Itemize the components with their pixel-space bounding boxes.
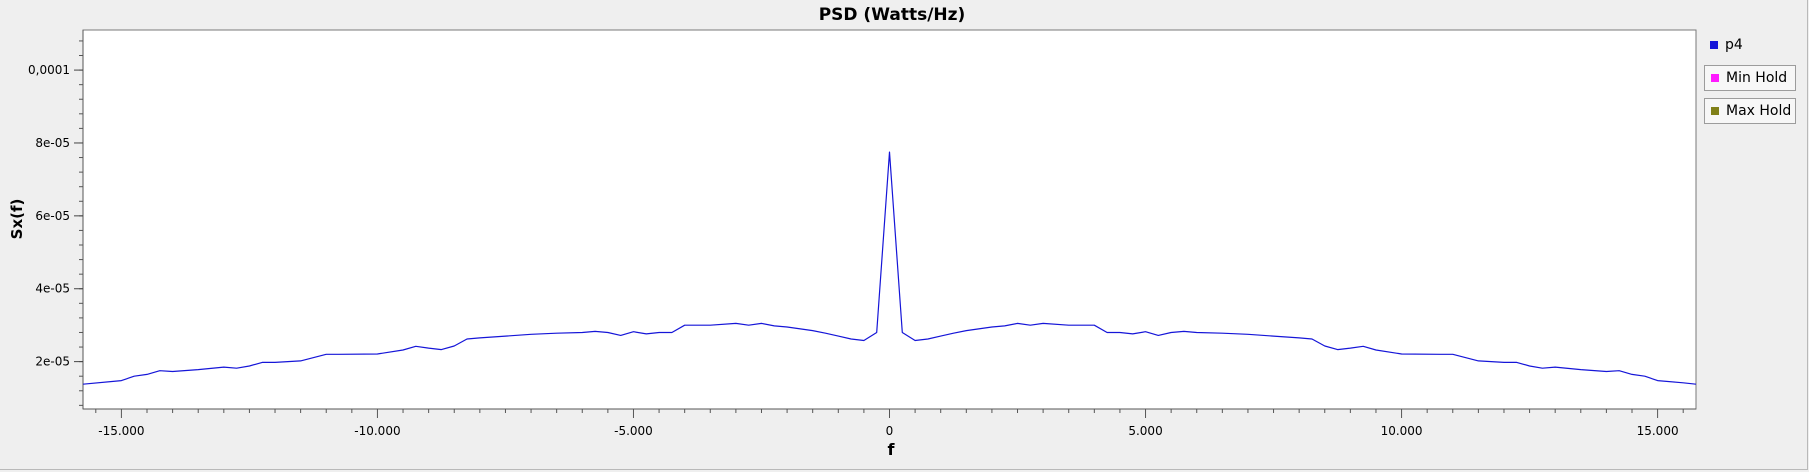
legend-item-max-hold[interactable]: Max Hold bbox=[1704, 98, 1796, 124]
x-tick-label: 15.000 bbox=[1637, 424, 1679, 438]
legend-item-min-hold[interactable]: Min Hold bbox=[1704, 65, 1796, 91]
plot-canvas[interactable] bbox=[82, 29, 1697, 410]
legend-item-p4[interactable]: p4 bbox=[1704, 32, 1796, 58]
legend-label: p4 bbox=[1725, 37, 1743, 53]
y-axis-label: Sx(f) bbox=[8, 199, 26, 240]
y-tick-label: 0,0001 bbox=[28, 63, 70, 77]
legend-label: Max Hold bbox=[1726, 103, 1792, 119]
legend: p4 Min Hold Max Hold bbox=[1704, 32, 1796, 131]
y-axis: 2e-05 4e-05 6e-05 8e-05 0,0001 bbox=[28, 30, 84, 409]
series-layer bbox=[82, 151, 1697, 385]
x-tick-label: -15.000 bbox=[98, 424, 144, 438]
legend-swatch bbox=[1711, 74, 1719, 82]
chart-title: PSD (Watts/Hz) bbox=[819, 5, 966, 25]
x-axis: -15.000 -10.000 -5.000 0 5.000 10.000 15.000 bbox=[83, 408, 1696, 438]
y-tick-label: 4e-05 bbox=[35, 282, 70, 296]
y-tick-label: 8e-05 bbox=[35, 136, 70, 150]
x-tick-label: -10.000 bbox=[354, 424, 400, 438]
legend-label: Min Hold bbox=[1726, 70, 1788, 86]
x-tick-label: 5.000 bbox=[1128, 424, 1162, 438]
x-tick-label: 0 bbox=[886, 424, 894, 438]
x-tick-label: -5.000 bbox=[614, 424, 653, 438]
x-tick-label: 10.000 bbox=[1381, 424, 1423, 438]
legend-swatch bbox=[1710, 41, 1718, 49]
y-tick-label: 6e-05 bbox=[35, 209, 70, 223]
x-axis-label: f bbox=[888, 440, 896, 459]
series-line-p4 bbox=[82, 151, 1697, 385]
legend-swatch bbox=[1711, 107, 1719, 115]
y-tick-label: 2e-05 bbox=[35, 355, 70, 369]
